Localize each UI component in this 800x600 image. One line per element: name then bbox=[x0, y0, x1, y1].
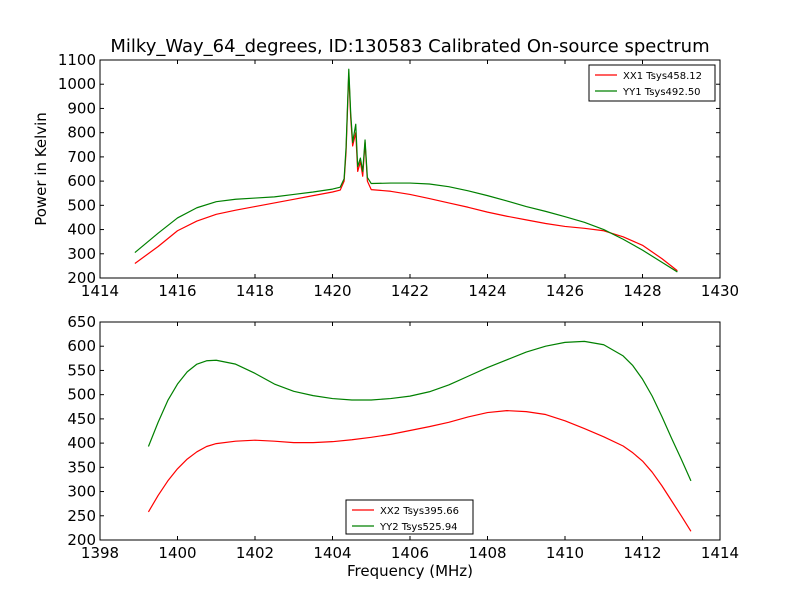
legend-entry: XX2 Tsys395.66 bbox=[380, 506, 459, 517]
legend-entry: YY1 Tsys492.50 bbox=[622, 87, 701, 98]
legend-box bbox=[588, 64, 716, 102]
x-tick-label: 1408 bbox=[468, 544, 506, 562]
x-tick-label: 1420 bbox=[313, 282, 351, 300]
y-tick-label: 200 bbox=[67, 531, 96, 549]
x-axis-label: Frequency (MHz) bbox=[347, 562, 473, 580]
y-tick-label: 500 bbox=[67, 196, 96, 214]
y-tick-label: 600 bbox=[67, 337, 96, 355]
y-tick-label: 1100 bbox=[58, 51, 96, 69]
y-tick-label: 600 bbox=[67, 172, 96, 190]
y-tick-label: 700 bbox=[67, 148, 96, 166]
x-tick-label: 1422 bbox=[391, 282, 429, 300]
y-tick-label: 400 bbox=[67, 434, 96, 452]
y-tick-label: 800 bbox=[67, 124, 96, 142]
chart-title: Milky_Way_64_degrees, ID:130583 Calibrat… bbox=[110, 36, 709, 57]
x-tick-label: 1410 bbox=[546, 544, 584, 562]
x-tick-label: 1406 bbox=[391, 544, 429, 562]
x-tick-label: 1398 bbox=[81, 544, 119, 562]
legend-entry: XX1 Tsys458.12 bbox=[623, 71, 702, 82]
y-tick-label: 900 bbox=[67, 99, 96, 117]
x-tick-label: 1402 bbox=[236, 544, 274, 562]
x-tick-label: 1424 bbox=[468, 282, 506, 300]
x-tick-label: 1400 bbox=[158, 544, 196, 562]
y-tick-label: 300 bbox=[67, 483, 96, 501]
legend-box bbox=[345, 499, 474, 535]
legend-entry: YY2 Tsys525.94 bbox=[379, 522, 458, 533]
x-tick-label: 1414 bbox=[701, 544, 739, 562]
x-tick-label: 1412 bbox=[623, 544, 661, 562]
y-tick-label: 400 bbox=[67, 221, 96, 239]
x-tick-label: 1418 bbox=[236, 282, 274, 300]
y-axis-label: Power in Kelvin bbox=[32, 112, 50, 226]
y-tick-label: 200 bbox=[67, 269, 96, 287]
top-panel: 1414 1416 1418 1420 1422 1424 1426 1428 1430 200 3… bbox=[32, 36, 739, 300]
bottom-panel: 1398 1400 1402 1404 1406 1408 1410 1412 1414 200 2… bbox=[67, 313, 739, 580]
series-line-2 bbox=[134, 68, 678, 273]
series-line-1 bbox=[147, 410, 692, 532]
y-tick-label: 1000 bbox=[58, 75, 96, 93]
x-tick-label: 1428 bbox=[623, 282, 661, 300]
y-tick-label: 650 bbox=[67, 313, 96, 331]
series-line-1 bbox=[134, 72, 678, 272]
x-tick-label: 1414 bbox=[81, 282, 119, 300]
y-tick-label: 300 bbox=[67, 245, 96, 263]
x-tick-label: 1430 bbox=[701, 282, 739, 300]
x-tick-label: 1404 bbox=[313, 544, 351, 562]
y-tick-label: 450 bbox=[67, 410, 96, 428]
x-tick-label: 1416 bbox=[158, 282, 196, 300]
y-tick-label: 500 bbox=[67, 386, 96, 404]
y-tick-label: 250 bbox=[67, 507, 96, 525]
series-line-2 bbox=[147, 340, 692, 482]
x-tick-label: 1426 bbox=[546, 282, 584, 300]
y-tick-label: 350 bbox=[67, 458, 96, 476]
y-tick-label: 550 bbox=[67, 361, 96, 379]
